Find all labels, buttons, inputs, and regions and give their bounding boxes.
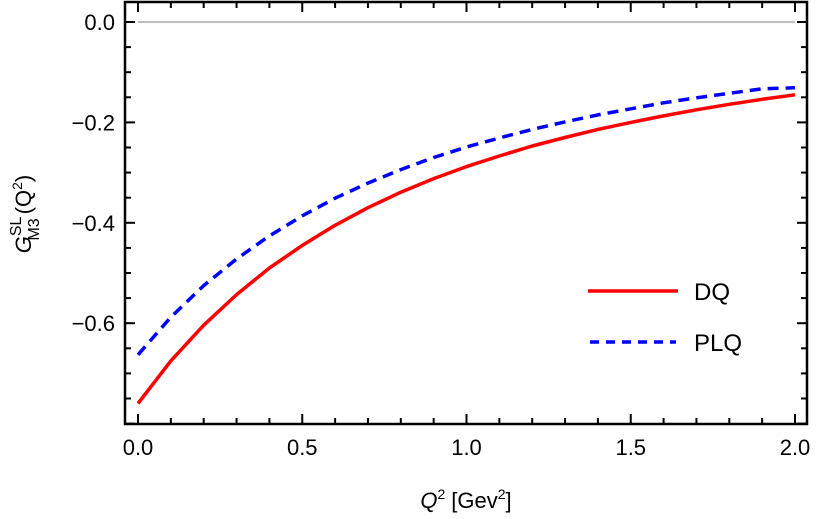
- series-dq-line: [136, 93, 796, 405]
- legend: DQ PLQ: [588, 279, 742, 357]
- y-tick-label: −0.4: [72, 211, 115, 236]
- x-axis-label: Q2 [Gev2]: [420, 486, 511, 513]
- x-tick-labels: 0.0 0.5 1.0 1.5 2.0: [123, 435, 811, 460]
- legend-label: PLQ: [694, 330, 742, 357]
- x-tick-label: 2.0: [780, 435, 811, 460]
- legend-item-plq: PLQ: [590, 330, 742, 357]
- series-plq-line: [136, 86, 796, 356]
- y-tick-label: 0.0: [84, 10, 115, 35]
- x-tick-label: 0.0: [123, 435, 154, 460]
- y-tick-label: −0.2: [72, 110, 115, 135]
- x-tick-label: 1.0: [451, 435, 482, 460]
- axis-ticks: [125, 2, 807, 425]
- plot-curves: [136, 86, 796, 405]
- legend-item-dq: DQ: [588, 279, 730, 306]
- svg-text:GSLM3(Q2): GSLM3(Q2): [8, 175, 43, 254]
- y-tick-label: −0.6: [72, 311, 115, 336]
- legend-label: DQ: [694, 279, 730, 306]
- plot-frame: [123, 0, 809, 426]
- x-tick-label: 0.5: [287, 435, 318, 460]
- y-axis-label: GSLM3(Q2): [8, 175, 43, 254]
- x-tick-label: 1.5: [615, 435, 646, 460]
- y-tick-labels: 0.0 −0.2 −0.4 −0.6: [72, 10, 115, 336]
